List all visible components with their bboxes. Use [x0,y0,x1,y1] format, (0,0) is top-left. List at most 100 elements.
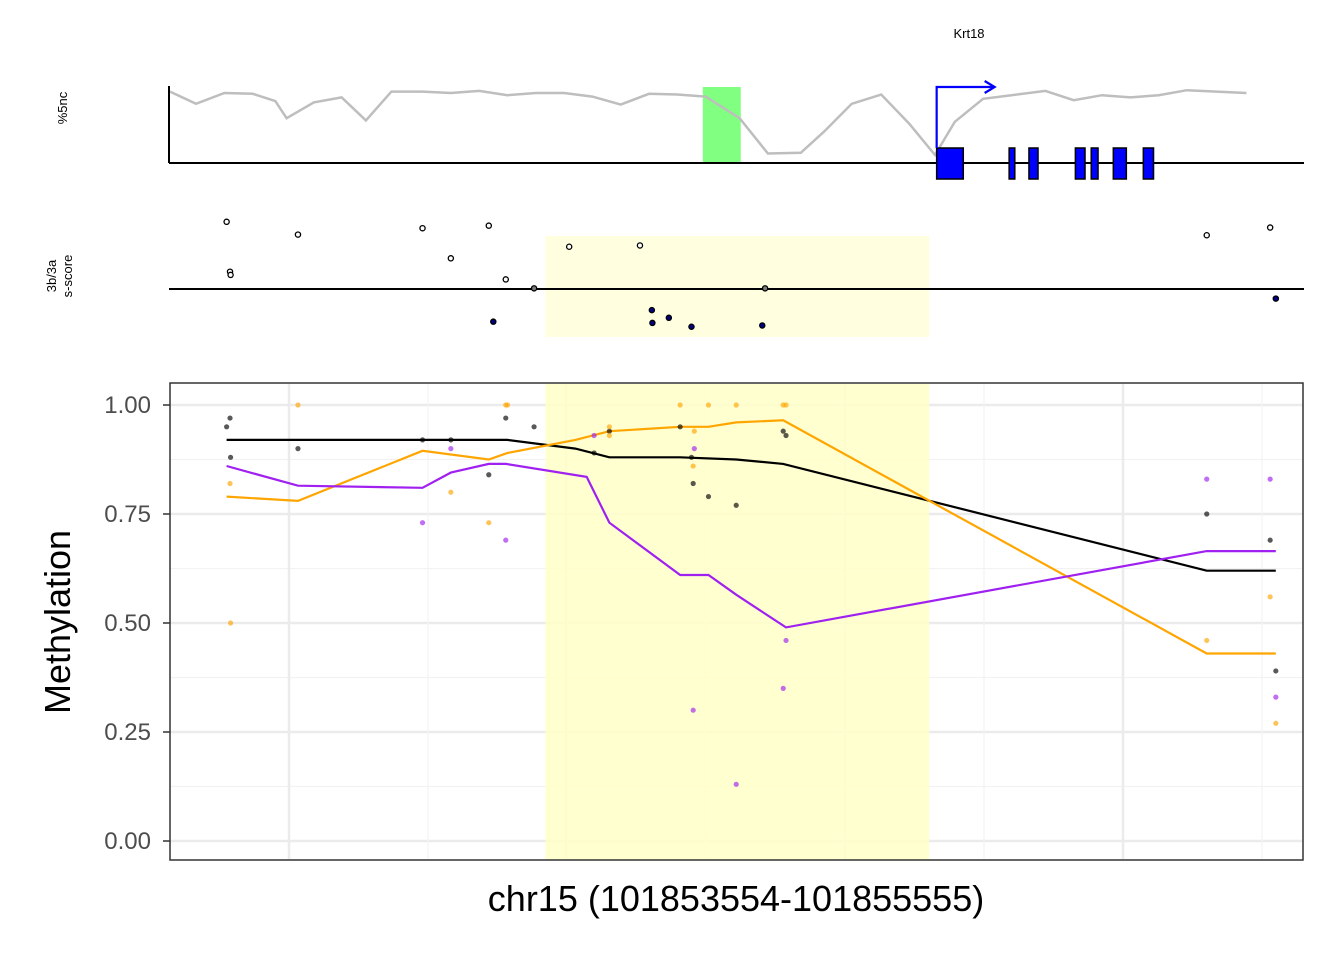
series-1-point-1 [224,424,230,430]
series-points [224,402,1279,787]
sscore-shaded-region [545,236,930,337]
series-3-point-10 [1204,476,1210,482]
series-2-point-11 [690,463,696,469]
series-1-point-7 [486,472,492,478]
series-2-point-1 [227,480,233,487]
series-1-point-17 [780,428,786,434]
exon-1 [935,147,965,180]
series-2-point-18 [1267,594,1273,600]
sscore-point-17 [761,285,769,292]
sscore-point-6 [447,255,455,262]
series-3-point-3 [503,537,509,543]
exon-3 [1028,147,1039,180]
sscore-point-5 [419,224,426,232]
exon-2 [1008,147,1016,180]
series-1-point-19 [1204,511,1210,517]
sscore-ylabel-line1: 3b/3a [44,259,59,292]
y-tick-label-0: 0.00 [104,828,151,855]
y-tick-label-2: 0.50 [104,610,151,637]
series-1-point-14 [690,480,696,487]
series-1-point-2 [227,415,233,421]
sscore-point-15 [665,314,673,322]
series-2-point-3 [295,402,301,408]
sscore-point-8 [502,276,510,283]
sscore-point-10 [490,318,497,325]
series-1-point-6 [448,437,454,443]
sscore-track-panel: 3b/3a s-score [44,218,1304,337]
series-3-point-9 [780,685,786,692]
series-2-point-8 [606,432,612,439]
x-axis-title: chr15 (101853554-101855555) [488,878,984,919]
series-2-point-16 [783,402,789,408]
sscore-point-3 [227,271,234,279]
series-2-point-5 [486,520,492,526]
y-tick-label-3: 0.75 [104,501,151,528]
main-shaded-region [545,384,930,860]
series-1-point-11 [606,428,612,434]
sscore-point-7 [485,222,493,229]
sscore-point-14 [649,319,656,327]
exon-group [935,147,1155,180]
series-2-point-10 [677,402,683,408]
sscore-point-19 [1203,231,1210,239]
series-1-point-3 [227,454,234,460]
series-3-point-11 [1267,476,1273,482]
plot-border [169,382,1304,861]
gene-track-ylabel: %5nc [55,91,70,124]
series-1-point-13 [688,454,695,460]
sscore-point-group [223,218,1280,331]
sscore-point-18 [759,322,766,329]
series-2-point-9 [606,424,612,430]
methylation-panel: 0.00 0.25 0.50 0.75 1.00 Methylation chr15 (… [37,382,1304,919]
series-1-point-10 [591,450,597,456]
series-2-point-7 [504,402,511,408]
exon-6 [1112,147,1128,180]
series-2-point-13 [705,402,712,408]
series-line-3 [226,462,1276,629]
exon-4 [1074,147,1086,180]
y-axis-title: Methylation [37,530,78,714]
series-3-point-2 [448,446,454,452]
sscore-point-16 [688,323,695,331]
y-axis-ticks: 0.00 0.25 0.50 0.75 1.00 [104,392,170,855]
series-1-point-5 [419,437,426,443]
series-3-point-4 [591,432,597,439]
series-3-point-1 [419,520,426,526]
series-2-point-19 [1273,720,1279,726]
series-3-point-12 [1273,694,1279,700]
series-3-point-5 [690,707,696,713]
y-tick-label-4: 1.00 [104,392,151,419]
series-1-point-8 [503,415,509,421]
series-1-point-18 [783,432,789,439]
series-1-point-16 [733,502,739,508]
series-3-point-8 [783,637,789,644]
gene-label: Krt18 [953,26,984,41]
series-1-point-20 [1267,537,1273,543]
series-3-point-7 [733,781,739,787]
exon-7 [1142,147,1155,180]
y-tick-label-1: 0.25 [104,719,151,746]
sscore-point-21 [1272,295,1280,302]
series-3-point-6 [691,446,697,452]
sscore-point-20 [1266,224,1274,231]
sscore-ylabel-line2: s-score [60,255,75,298]
sscore-point-12 [636,242,644,249]
series-1-point-12 [677,424,683,430]
sscore-point-9 [530,285,538,292]
series-1-point-9 [531,424,537,430]
tss-arrow-icon [935,80,997,148]
series-2-point-17 [1204,637,1210,644]
series-2-point-12 [691,428,697,434]
series-1-point-4 [295,446,301,452]
series-2-point-14 [733,402,739,408]
gene-track-panel: %5nc Krt18 [55,26,1304,180]
sscore-point-13 [648,306,656,314]
series-1-point-21 [1273,668,1279,674]
sscore-point-1 [223,218,230,226]
series-1-point-15 [705,493,712,500]
series-2-point-2 [227,620,234,626]
sscore-point-4 [294,231,302,238]
5nc-profile-line [169,88,1247,158]
sscore-point-11 [565,243,573,251]
